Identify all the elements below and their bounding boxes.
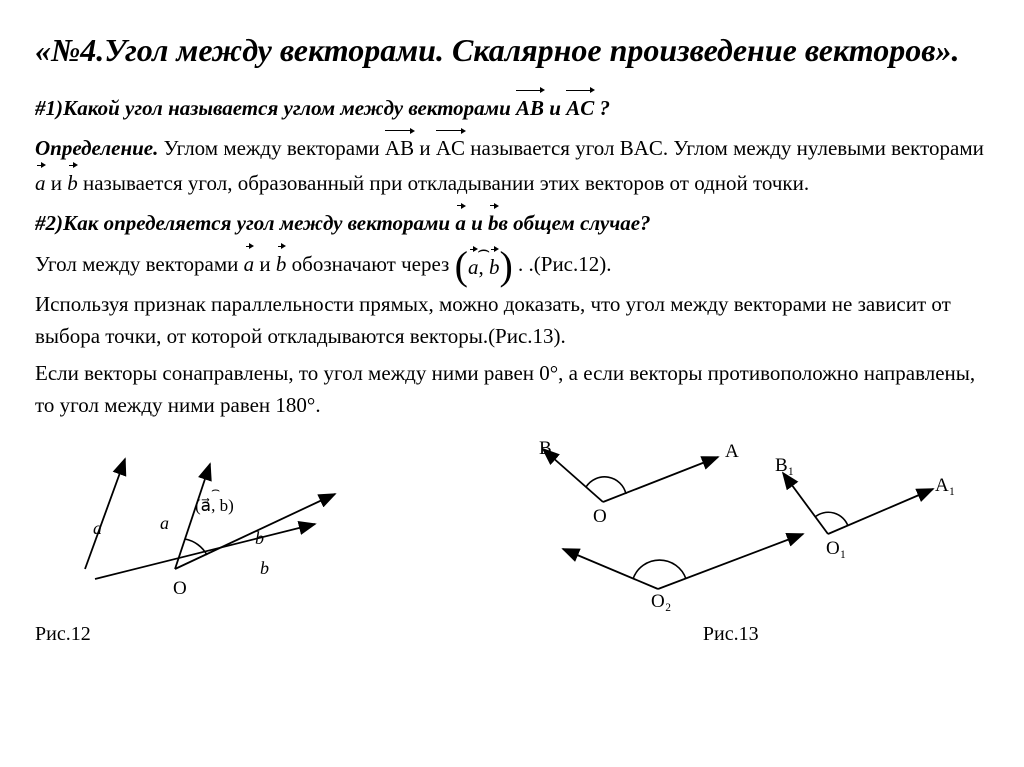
fig12-label-ab: (a⃗, b) [195,496,234,515]
para-4: Если векторы сонаправлены, то угол между… [35,358,989,421]
def-t5: называется угол, образованный при отклад… [78,171,809,195]
p2-vec-a: a [244,246,255,281]
p2-t4: . .(Рис.12). [513,252,612,276]
q1-suffix: ? [594,96,610,120]
def-vec-ac: AC [436,130,465,165]
def-t2: и [414,136,436,160]
p2-inner-b: b [489,249,500,284]
page-title: «№4.Угол между векторами. Скалярное прои… [35,30,989,72]
fig13-label-a1: A₁ [935,475,955,496]
figures-row: a⃗ a⃗ b⃗ b⃗ (a⃗, b) ⌢ O Рис.12 [35,439,989,649]
question-2: #2)Как определяется угол между векторами… [35,205,989,240]
fig13-label-b1: B₁ [775,455,794,476]
fig13-caption: Рис.13 [703,619,989,649]
q1-vec-ab: AB [516,90,544,125]
para-3: Используя признак параллельности прямых,… [35,289,989,352]
fig12-label-b-outer: b⃗ [260,558,283,578]
angle-notation: ⌢a, b [468,249,500,284]
figure-13: B A O B₁ A₁ O₁ O₂ Рис.13 [493,439,989,649]
fig13-svg: B A O B₁ A₁ O₁ O₂ [493,439,973,609]
def-label: Определение. [35,136,158,160]
paren-close: ) [499,243,512,288]
def-t4: и [46,171,68,195]
p2-t1: Угол между векторами [35,252,244,276]
q2-vec-a: a [455,205,466,240]
para-2: Угол между векторами a и b обозначают че… [35,246,989,283]
fig13-label-o: O [593,506,607,527]
def-t1: Углом между векторами [158,136,385,160]
fig12-label-a-outer: a⃗ [93,518,116,538]
q1-vec-ac: AC [566,90,594,125]
q2-prefix: #2)Как определяется угол между векторами [35,211,455,235]
p2-t2: и [254,252,276,276]
q2-and: и [466,211,488,235]
p2-t3: обозначают через [286,252,454,276]
fig12-label-a-inner: a⃗ [160,513,183,533]
q1-and: и [544,96,566,120]
def-vec-b: b [67,165,78,200]
paren-open: ( [455,243,468,288]
fig12-svg: a⃗ a⃗ b⃗ b⃗ (a⃗, b) ⌢ O [35,439,385,609]
def-t3: называется угол BAC. Углом между нулевым… [465,136,984,160]
fig13-label-b: B [539,438,552,459]
fig13-label-o2: O₂ [651,591,671,612]
question-1: #1)Какой угол называется углом между век… [35,90,989,125]
def-vec-a: a [35,165,46,200]
p2-vec-b: b [276,246,287,281]
q1-prefix: #1)Какой угол называется углом между век… [35,96,516,120]
p2-inner-a: a [468,249,479,284]
figure-12: a⃗ a⃗ b⃗ b⃗ (a⃗, b) ⌢ O Рис.12 [35,439,493,649]
fig12-caption: Рис.12 [35,619,493,649]
fig12-hat: ⌢ [211,483,220,498]
fig13-label-o1: O₁ [826,538,846,559]
def-vec-ab: AB [385,130,414,165]
fig12-label-o: O [173,578,187,599]
fig12-label-b-inner: b⃗ [255,528,278,548]
fig13-label-a: A [725,441,739,462]
definition: Определение. Углом между векторами AB и … [35,130,989,199]
q2-suffix: в общем случае? [499,211,651,235]
